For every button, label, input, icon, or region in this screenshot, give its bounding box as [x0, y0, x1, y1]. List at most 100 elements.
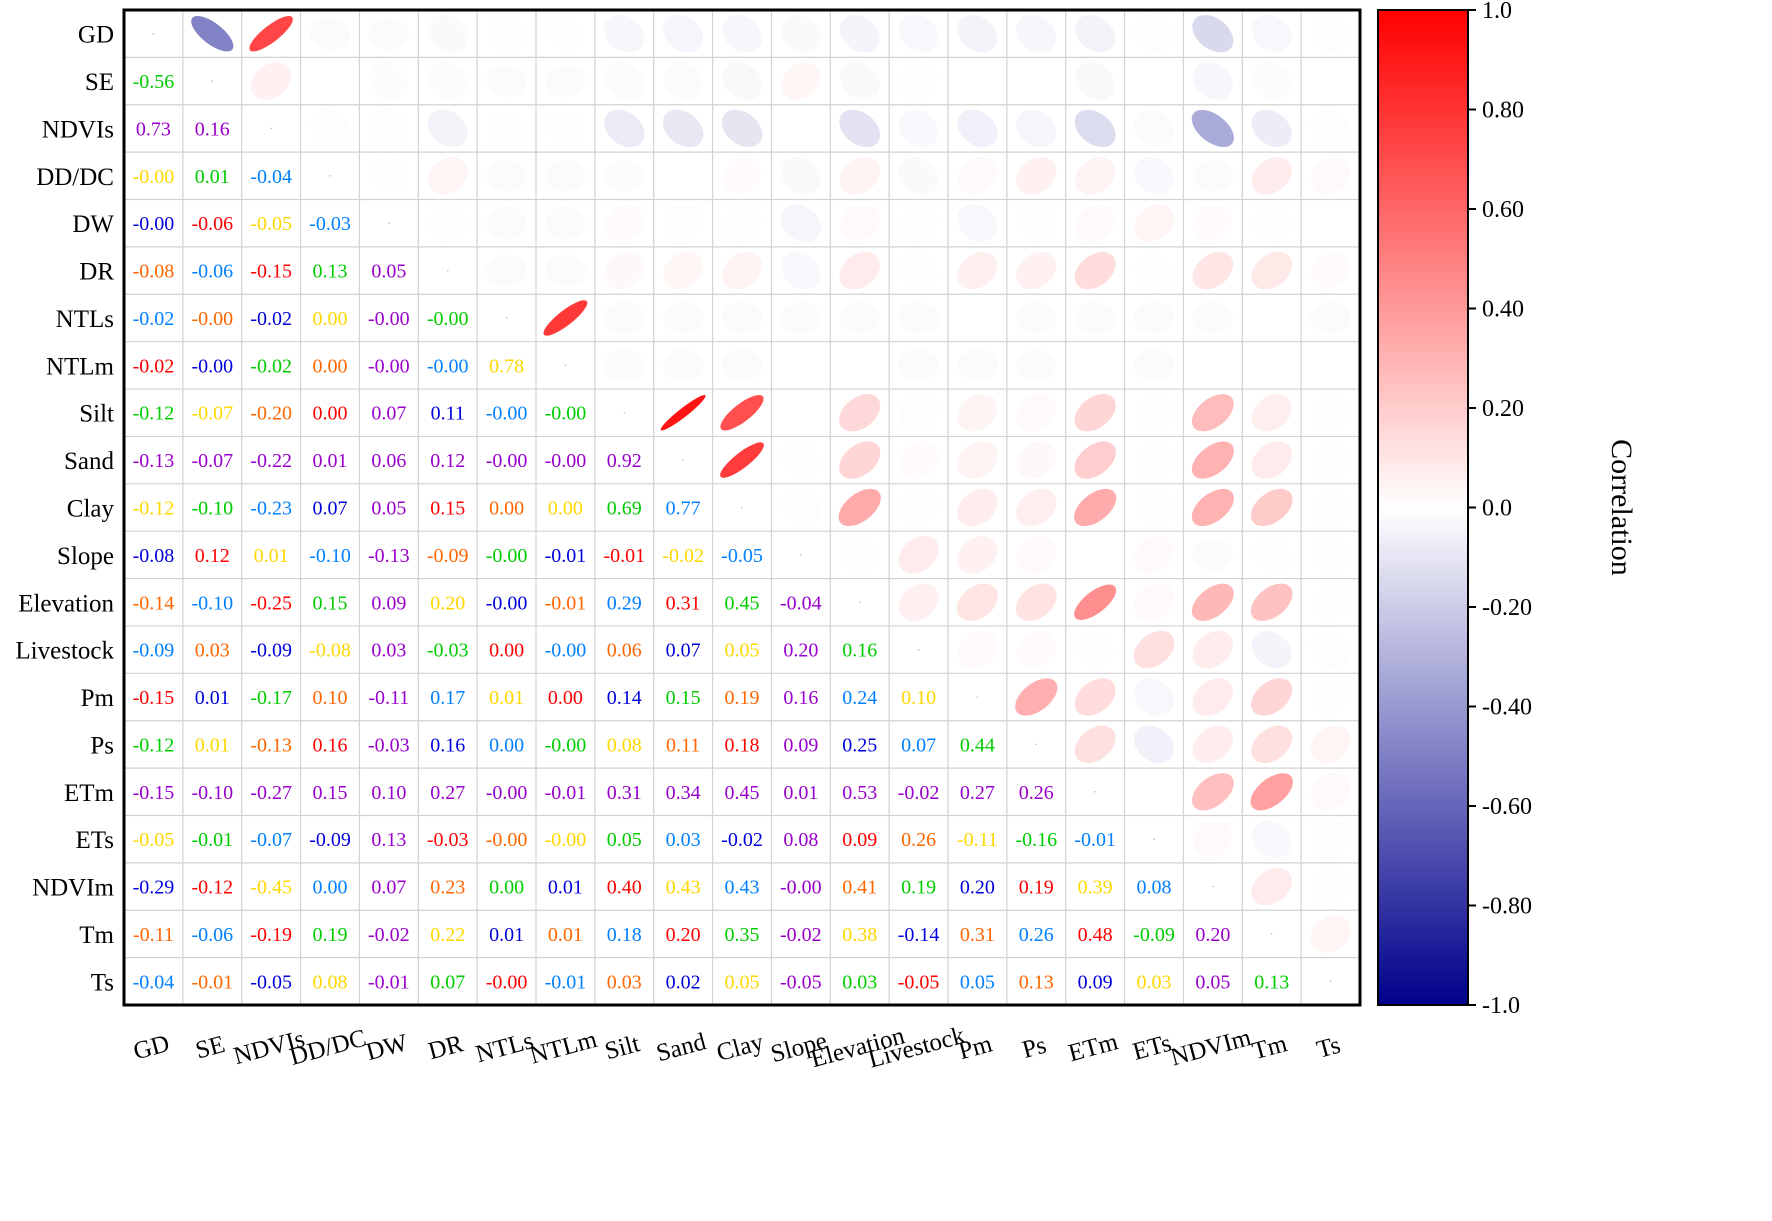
corr-ellipse-dr-ndvim	[1192, 251, 1234, 290]
corr-value-ndvim-ntlm: 0.01	[548, 877, 583, 899]
corr-ellipse-se-ndvis	[251, 62, 292, 100]
corr-ellipse-ntls-livestock	[898, 302, 939, 334]
corr-value-ndvis-se: 0.16	[195, 118, 230, 140]
corr-ellipse-etm-tm	[1250, 773, 1293, 811]
y-label-ps: Ps	[90, 732, 114, 759]
corr-ellipse-ndvis-livestock	[898, 109, 939, 148]
corr-ellipse-se-livestock	[898, 62, 939, 100]
diagonal-dot-slope	[800, 554, 802, 556]
corr-ellipse-se-ets	[1134, 62, 1174, 100]
corr-ellipse-elevation-ndvim	[1191, 583, 1234, 621]
corr-ellipse-silt-livestock	[898, 393, 939, 432]
corr-value-silt-ndvis: -0.20	[250, 403, 292, 425]
colorbar-gradient	[1377, 9, 1469, 1006]
y-label-pm: Pm	[81, 685, 115, 712]
corr-ellipse-ntls-clay	[721, 302, 763, 334]
diagonal-dot-elevation	[858, 601, 861, 604]
corr-ellipse-dd-dc-dw	[369, 156, 409, 195]
corr-ellipse-dd-dc-elevation	[839, 157, 880, 195]
corr-ellipse-ndvis-elevation	[839, 109, 881, 148]
x-label-ps: Ps	[1019, 1032, 1049, 1064]
corr-value-pm-silt: 0.14	[607, 687, 642, 709]
corr-ellipse-se-sand	[663, 62, 703, 100]
corr-value-ps-gd: -0.12	[133, 734, 175, 756]
corr-value-ets-clay: -0.02	[721, 829, 763, 851]
y-label-ndvis: NDVIs	[42, 116, 114, 143]
corr-value-elevation-dr: 0.20	[430, 592, 465, 614]
diagonal-dot-ts	[1329, 980, 1332, 983]
corr-ellipse-dd-dc-clay	[722, 156, 762, 195]
corr-ellipse-sand-etm	[1074, 441, 1116, 479]
corr-ellipse-ntls-ps	[1015, 302, 1057, 334]
corr-ellipse-elevation-etm	[1074, 584, 1117, 620]
corr-ellipse-ntls-ndvim	[1192, 302, 1234, 334]
corr-ellipse-ndvis-dr	[427, 109, 468, 148]
corr-ellipse-dw-etm	[1075, 204, 1115, 243]
colorbar-tick-label: 1.0	[1482, 0, 1512, 24]
diagonal-dot-ndvim	[1212, 885, 1214, 888]
corr-value-slope-clay: -0.05	[721, 545, 763, 567]
corr-ellipse-ntlm-pm	[957, 349, 998, 382]
corr-value-ndvim-clay: 0.43	[725, 877, 760, 899]
corr-ellipse-sand-tm	[1251, 441, 1292, 479]
y-label-tm: Tm	[79, 922, 114, 949]
diagonal-dot-ntls	[505, 317, 508, 319]
corr-ellipse-sand-pm	[957, 441, 998, 479]
corr-ellipse-se-dw	[369, 62, 409, 100]
colorbar-title: Correlation	[1605, 439, 1638, 576]
corr-value-ts-ndvim: 0.05	[1195, 971, 1230, 993]
corr-value-ps-sand: 0.11	[666, 734, 700, 756]
corr-ellipse-silt-tm	[1251, 393, 1292, 432]
corr-value-clay-gd: -0.12	[133, 498, 175, 520]
corr-value-ts-ets: 0.03	[1137, 971, 1172, 993]
diagonal-dot-clay	[741, 506, 743, 509]
corr-ellipse-dd-dc-silt	[603, 159, 645, 192]
corr-value-etm-silt: 0.31	[607, 782, 642, 804]
corr-value-dr-se: -0.06	[191, 261, 233, 283]
y-label-ets: ETs	[75, 827, 114, 854]
diagonal-dot-livestock	[917, 648, 920, 651]
corr-ellipse-livestock-ndvim	[1192, 630, 1234, 669]
corr-value-ntlm-dr: -0.00	[427, 355, 469, 377]
corr-value-ndvim-silt: 0.40	[607, 877, 642, 899]
corr-value-slope-silt: -0.01	[603, 545, 645, 567]
corr-ellipse-ndvis-sand	[662, 109, 704, 148]
corr-value-slope-ntls: -0.00	[486, 545, 528, 567]
corr-value-livestock-slope: 0.20	[783, 640, 818, 662]
diagonal-dot-ps	[1035, 743, 1038, 746]
diagonal-dot-gd	[152, 32, 155, 35]
x-label-ntlm: NTLm	[527, 1026, 600, 1070]
corr-value-ts-livestock: -0.05	[898, 971, 940, 993]
corr-value-ndvim-dr: 0.23	[430, 877, 465, 899]
corr-ellipse-gd-ndvis	[249, 15, 293, 52]
corr-ellipse-pm-ndvim	[1192, 678, 1234, 716]
corr-value-ndvim-gd: -0.29	[133, 877, 175, 899]
corr-value-tm-slope: -0.02	[780, 924, 822, 946]
corr-value-livestock-sand: 0.07	[666, 640, 701, 662]
corr-value-ntlm-se: -0.00	[191, 355, 233, 377]
corr-value-ntls-gd: -0.02	[133, 308, 175, 330]
corr-ellipse-elevation-pm	[957, 583, 998, 622]
corr-ellipse-ndvis-ndvim	[1191, 109, 1234, 148]
corr-ellipse-ntlm-clay	[721, 349, 763, 382]
corr-ellipse-clay-ts	[1310, 488, 1351, 527]
corr-ellipse-ndvis-pm	[957, 109, 998, 148]
corr-value-ndvim-livestock: 0.19	[901, 877, 936, 899]
corr-ellipse-dd-dc-ets	[1134, 157, 1174, 195]
corr-ellipse-dr-ts	[1310, 251, 1351, 290]
corr-ellipse-se-dd-dc	[310, 62, 350, 100]
corr-value-sand-dd-dc: 0.01	[313, 450, 348, 472]
corr-ellipse-dd-dc-slope	[781, 157, 821, 195]
corr-ellipse-clay-etm	[1074, 488, 1117, 527]
corr-value-dw-se: -0.06	[191, 213, 233, 235]
corr-value-ts-etm: 0.09	[1078, 971, 1113, 993]
corr-ellipse-clay-ets	[1134, 488, 1174, 527]
corr-value-livestock-gd: -0.09	[133, 640, 175, 662]
corr-ellipse-gd-pm	[957, 14, 998, 53]
corr-value-dr-ndvis: -0.15	[250, 261, 292, 283]
corr-ellipse-etm-ets	[1134, 772, 1174, 811]
corr-value-ets-etm: -0.01	[1074, 829, 1116, 851]
corr-value-livestock-clay: 0.05	[725, 640, 760, 662]
corr-value-silt-dd-dc: 0.00	[313, 403, 348, 425]
corr-value-etm-elevation: 0.53	[842, 782, 877, 804]
